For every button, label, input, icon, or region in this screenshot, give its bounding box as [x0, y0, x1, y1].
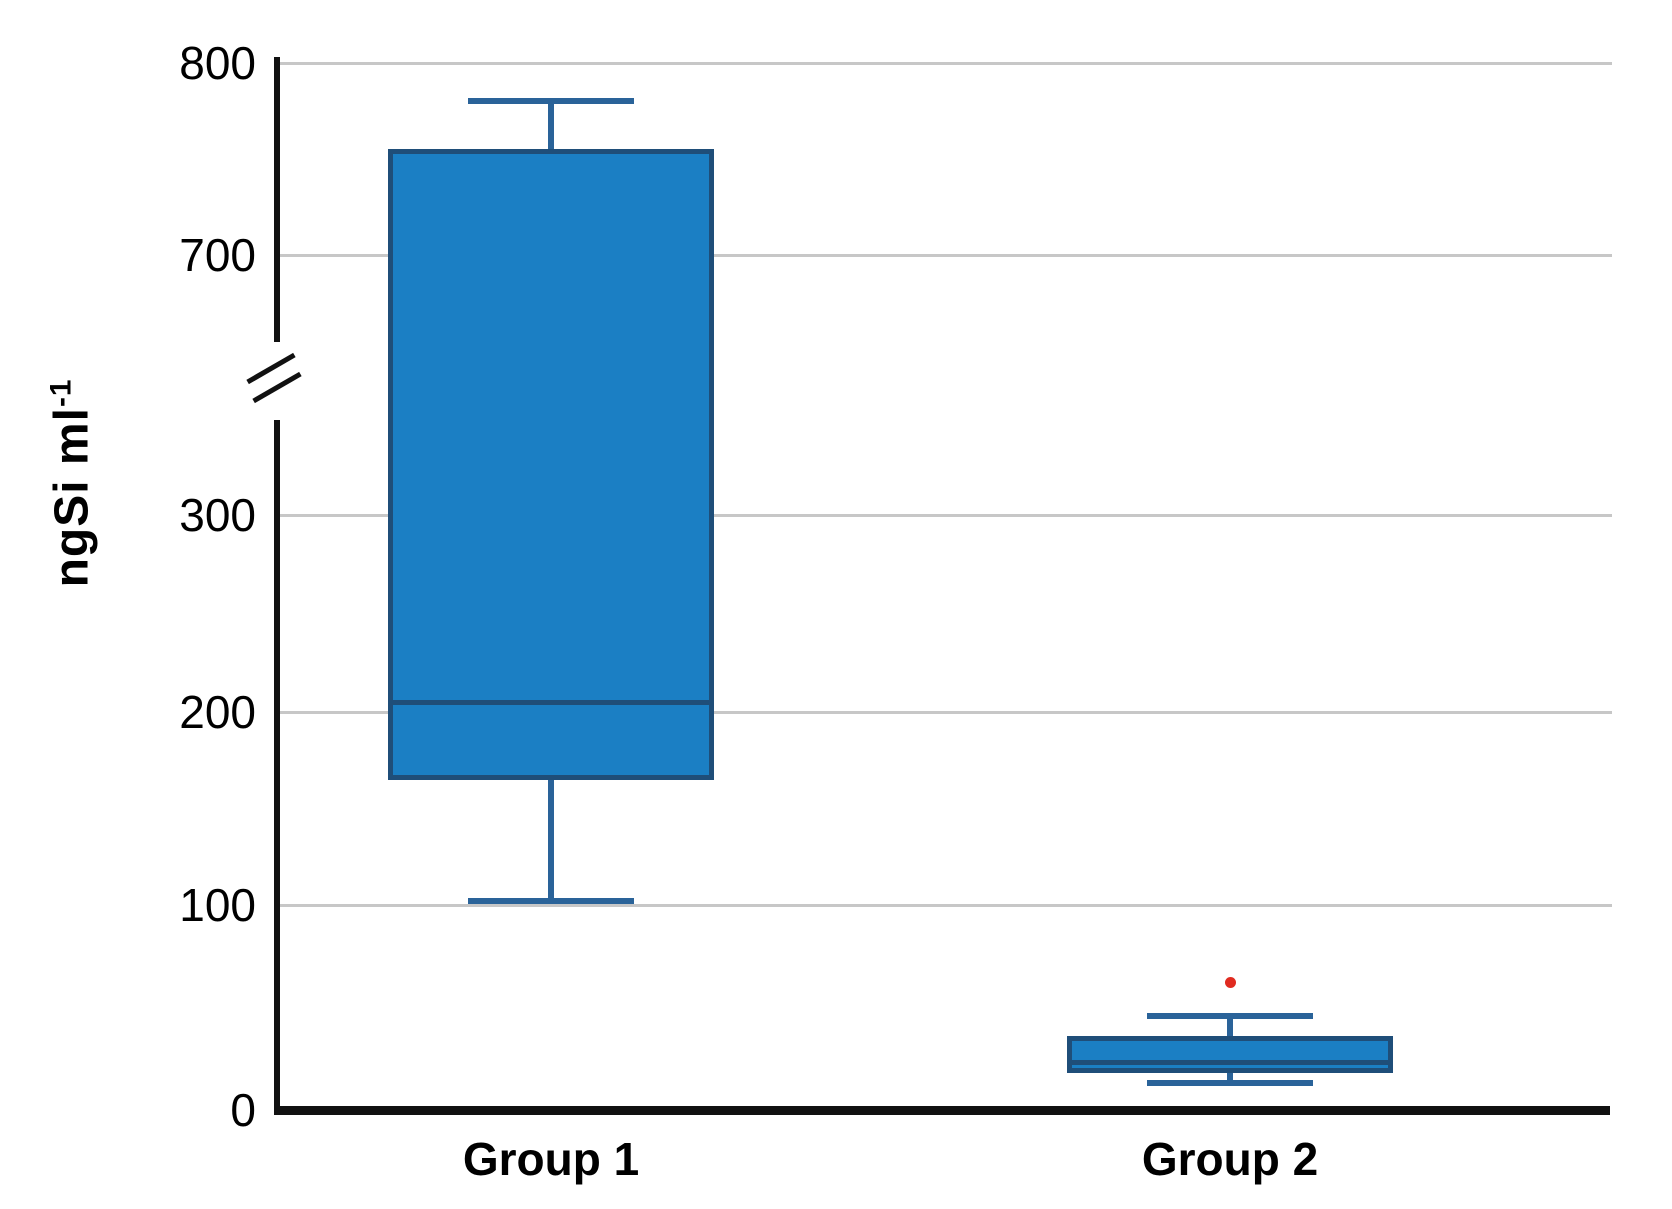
y-tick-label: 0 [230, 1084, 256, 1136]
whisker-cap-upper [468, 98, 634, 105]
whisker-cap-upper [1147, 1012, 1313, 1019]
median-line [388, 699, 714, 705]
gridline [277, 710, 1612, 714]
category-label: Group 2 [1141, 1133, 1319, 1185]
box-group-2 [1067, 1036, 1393, 1074]
whisker-cap-lower [468, 898, 634, 905]
gridline [277, 253, 1612, 257]
y-tick-label: 300 [179, 489, 256, 541]
y-axis-title: ngSi ml-1 [45, 379, 100, 588]
box-group-1 [388, 149, 714, 780]
y-axis-title-base: ngSi ml [45, 407, 99, 588]
y-tick-label: 800 [179, 37, 256, 89]
whisker-stem-lower [1227, 1073, 1233, 1084]
outlier-point [1224, 977, 1236, 989]
category-label: Group 1 [462, 1133, 640, 1185]
y-axis-title-superscript: -1 [44, 378, 78, 408]
y-tick-label: 700 [179, 229, 256, 281]
y-tick-label: 100 [179, 879, 256, 931]
whisker-stem-upper [548, 101, 554, 150]
gridline [277, 903, 1612, 907]
gridline [277, 513, 1612, 517]
whisker-cap-lower [1147, 1080, 1313, 1087]
y-axis-segment-upper [274, 57, 280, 342]
median-line [1067, 1060, 1393, 1066]
y-tick-label: 200 [179, 686, 256, 738]
y-axis-segment-lower [274, 420, 280, 1115]
whisker-stem-lower [548, 779, 554, 902]
x-axis [274, 1106, 1610, 1115]
gridline [277, 61, 1612, 65]
whisker-stem-upper [1227, 1015, 1233, 1037]
